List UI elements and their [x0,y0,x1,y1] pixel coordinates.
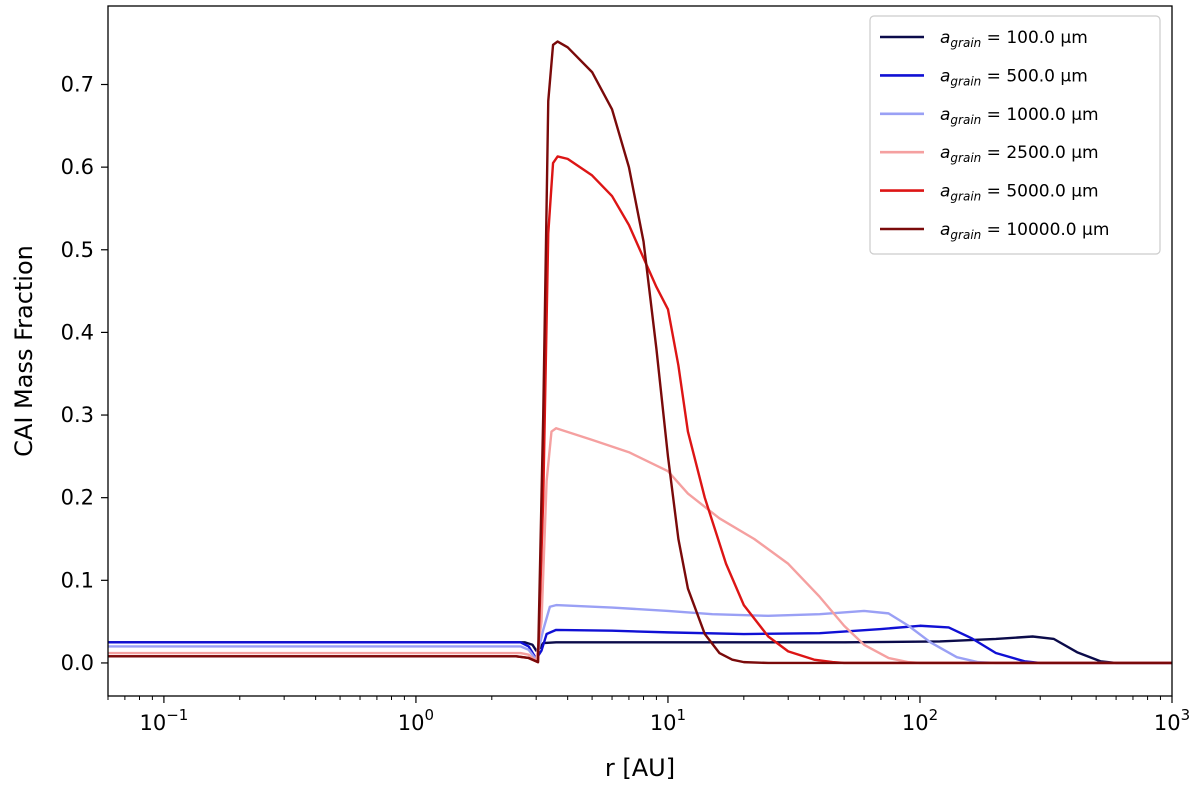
y-tick-label-0: 0.0 [61,651,94,675]
x-axis-label: r [AU] [605,754,675,782]
legend-label-5: agrain = 10000.0 µm [940,220,1109,242]
legend-label-4: agrain = 5000.0 µm [940,182,1099,204]
x-axis: 10−1 100 101 102 103 [107,696,1190,735]
legend-label-3: agrain = 2500.0 µm [940,143,1099,165]
legend-label-1: agrain = 500.0 µm [940,66,1088,88]
x-tick-label-0: 10−1 [139,706,188,735]
series-line-4 [108,155,1172,665]
legend-label-2: agrain = 1000.0 µm [940,105,1099,127]
series-line-5 [108,40,1172,665]
y-tick-label-1: 0.1 [61,568,94,592]
x-tick-label-4: 103 [1154,706,1190,735]
y-axis: 0.0 0.1 0.2 0.3 0.4 0.5 0.6 0.7 [61,73,108,675]
y-tick-label-3: 0.3 [61,403,94,427]
legend-box [869,15,1161,255]
legend-label-0: agrain = 100.0 µm [940,28,1088,50]
y-axis-label: CAI Mass Fraction [10,245,38,457]
y-tick-label-4: 0.4 [61,320,94,344]
y-tick-label-2: 0.2 [61,486,94,510]
y-tick-label-5: 0.5 [61,238,94,262]
x-tick-label-2: 101 [650,706,686,735]
series-layer [108,40,1172,665]
legend: agrain = 100.0 µm agrain = 500.0 µm agrain… [869,15,1161,255]
x-tick-label-1: 100 [398,706,434,735]
y-tick-label-7: 0.7 [61,73,94,97]
y-tick-label-6: 0.6 [61,155,94,179]
plot-frame [107,5,1173,697]
x-tick-label-3: 102 [902,706,938,735]
series-line-0 [108,635,1172,665]
